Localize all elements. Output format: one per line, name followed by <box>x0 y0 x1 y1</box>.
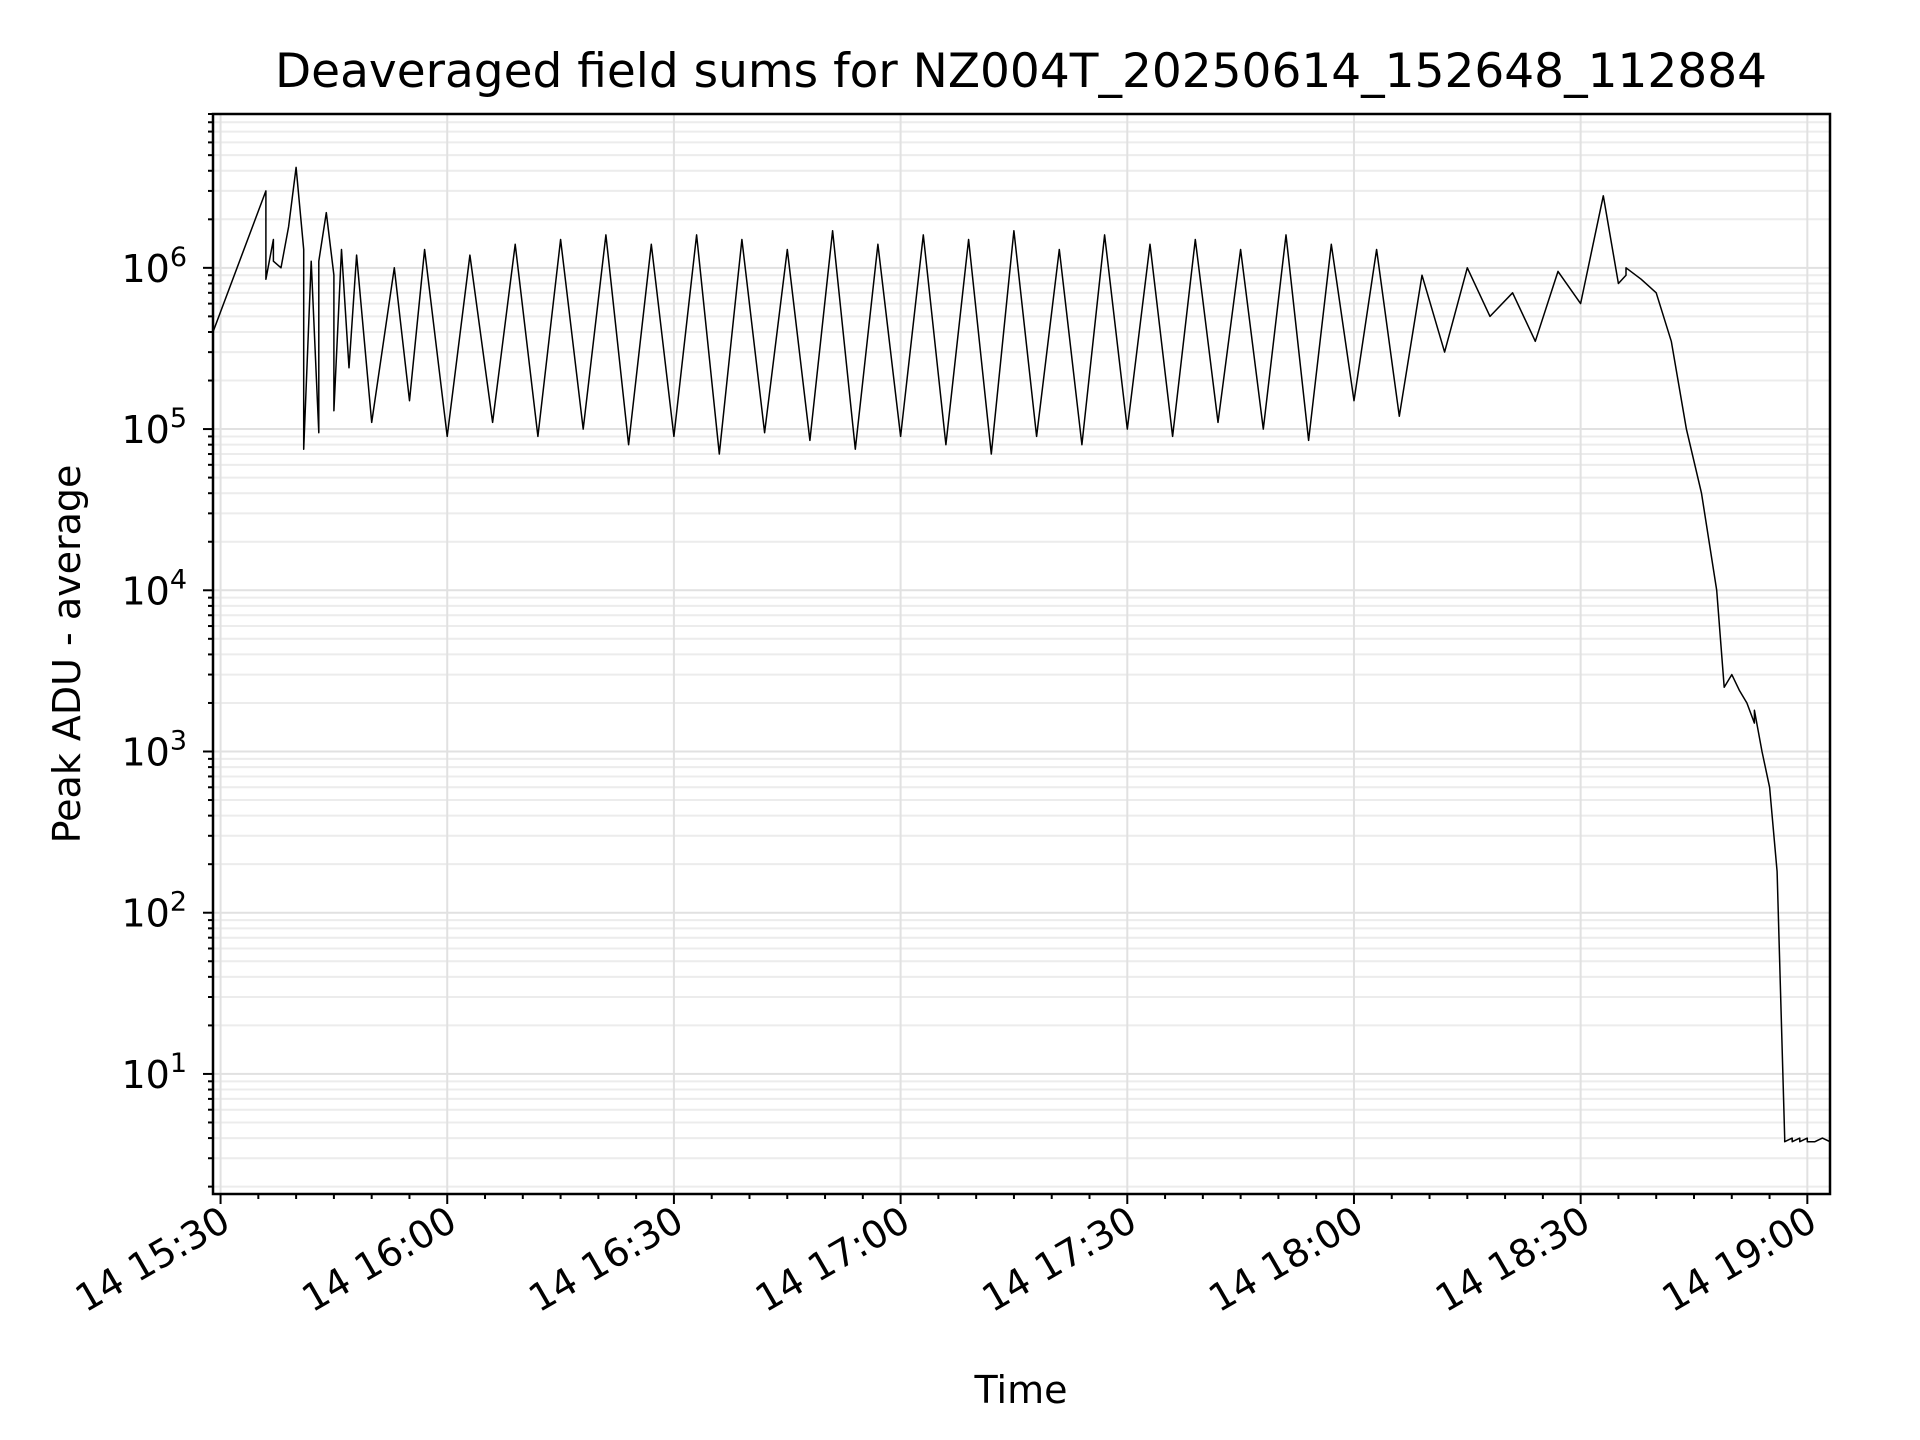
y-axis-label: Peak ADU - average <box>45 465 89 844</box>
grid <box>213 113 1830 1194</box>
y-tick-label: 104 <box>121 564 187 613</box>
y-tick-label: 103 <box>121 725 187 774</box>
series-line <box>212 166 1831 1143</box>
y-tick-label: 102 <box>121 887 187 936</box>
y-tick-label: 105 <box>121 403 187 452</box>
x-axis-label: Time <box>974 1368 1068 1412</box>
chart-title: Deaveraged field sums for NZ004T_2025061… <box>275 44 1767 99</box>
y-tick-label: 101 <box>121 1048 187 1097</box>
y-tick-label: 106 <box>121 242 187 291</box>
axis-ticks <box>203 113 1809 1204</box>
